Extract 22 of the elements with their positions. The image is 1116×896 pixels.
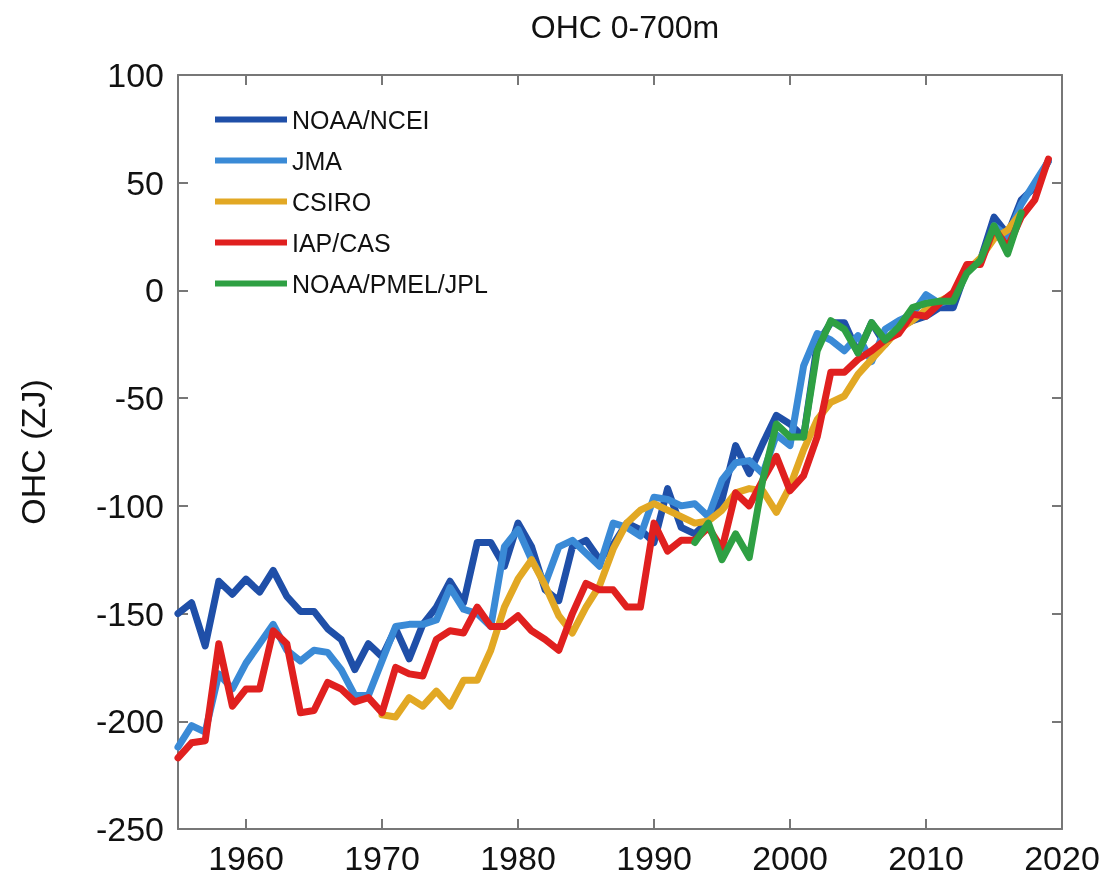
x-tick-label: 2000 [752,839,828,877]
y-axis-title: OHC (ZJ) [14,379,52,525]
x-tick-label: 2010 [888,839,964,877]
legend-label: IAP/CAS [292,228,391,257]
y-tick-label: -200 [95,702,164,741]
chart-title: OHC 0-700m [530,9,720,45]
y-tick-label: 100 [107,56,164,94]
x-tick-label: 1970 [344,839,420,877]
y-tick-label: -50 [114,379,164,418]
legend-label: CSIRO [292,187,372,216]
legend-label: NOAA/PMEL/JPL [292,269,488,298]
y-tick-label: -250 [95,810,164,848]
legend-label: NOAA/NCEI [292,105,430,134]
y-tick-label: -150 [95,594,164,633]
x-tick-label: 1990 [616,839,692,877]
y-tick-label: -100 [95,486,164,525]
x-tick-label: 1960 [208,839,284,877]
y-tick-label: 50 [126,163,164,202]
legend-label: JMA [292,146,343,175]
y-tick-label: 0 [145,271,164,310]
x-tick-label: 1980 [480,839,556,877]
x-tick-label: 2020 [1024,839,1100,877]
